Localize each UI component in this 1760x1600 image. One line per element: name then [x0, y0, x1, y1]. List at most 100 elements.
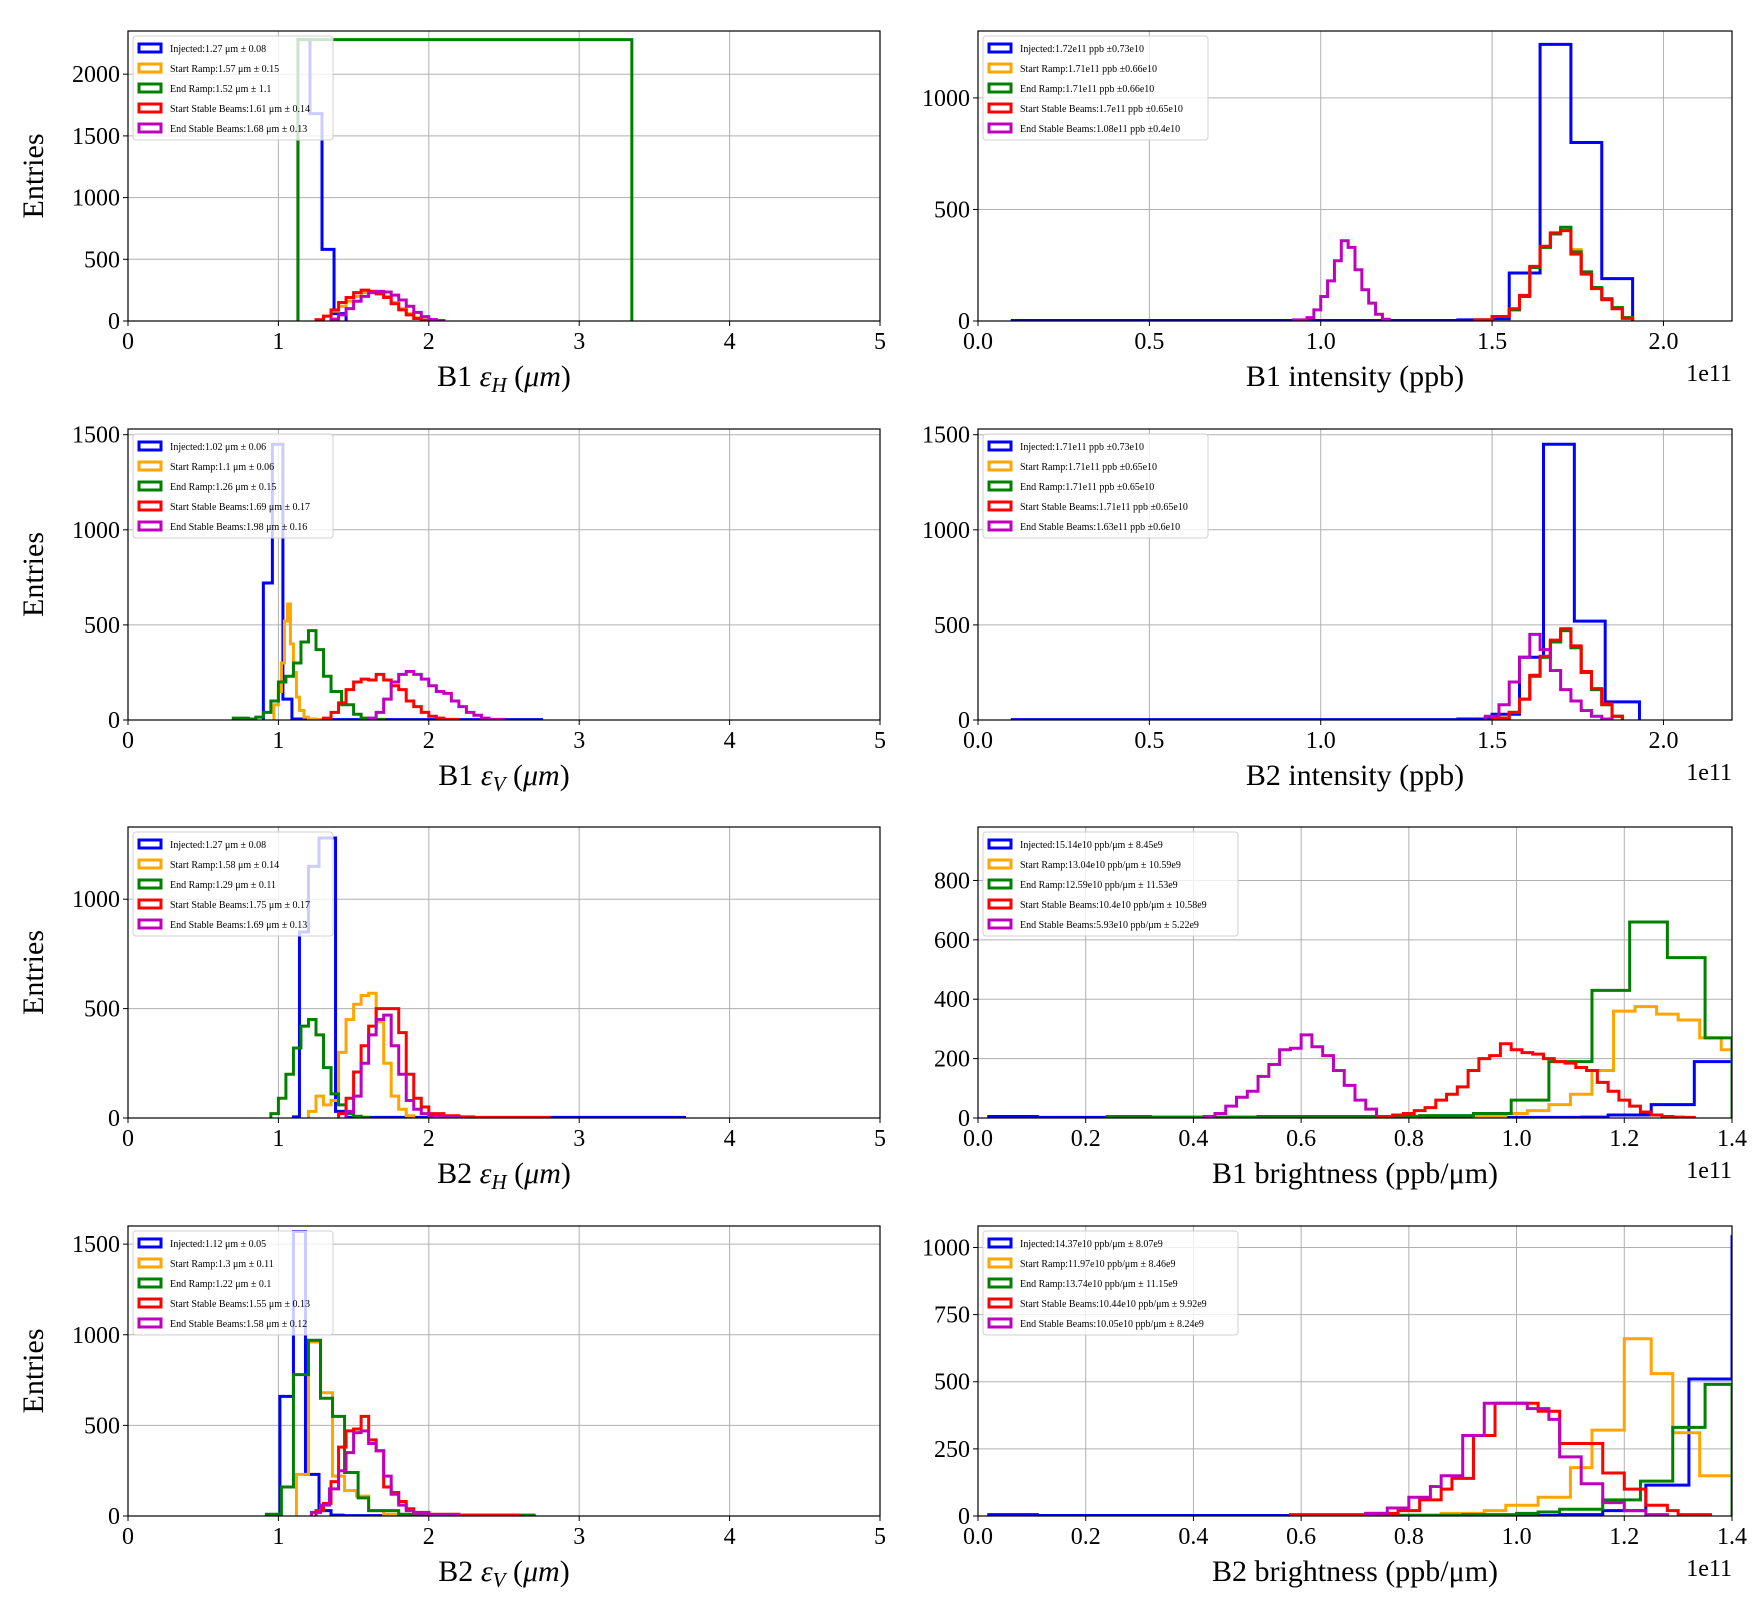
- axes-frame: [977, 1225, 1733, 1517]
- x-tick-label: 1.2: [1609, 1524, 1639, 1550]
- legend-entry: Injected:1.12 μm ± 0.05: [170, 1239, 266, 1250]
- x-tick-label: 2: [423, 329, 435, 355]
- histogram-start-ramp: [306, 991, 416, 1118]
- legend-swatch-start-stable: [137, 102, 163, 114]
- legend-box: [132, 433, 334, 539]
- x-tick-label: 4: [724, 329, 736, 355]
- x-tick-label: 2.0: [1648, 329, 1678, 355]
- y-axis-label: Entries: [17, 1329, 50, 1414]
- legend-entry: End Ramp:1.26 μm ± 0.15: [170, 482, 276, 493]
- legend-swatch-end-stable: [137, 918, 163, 930]
- legend-swatch-start-stable: [987, 102, 1013, 114]
- y-tick-label: 0: [108, 1106, 120, 1132]
- legend-box: [982, 433, 1209, 539]
- x-tick-label: 0.5: [1134, 728, 1164, 754]
- x-tick-label: 1.5: [1477, 329, 1507, 355]
- legend-entry: Injected:15.14e10 ppb/μm ± 8.45e9: [1020, 840, 1163, 851]
- x-tick-label: 0.0: [963, 728, 993, 754]
- x-axis-label: B1 εV (μm): [438, 759, 569, 796]
- histogram-start-stable: [1375, 1042, 1696, 1118]
- legend-entry: End Ramp:1.22 μm ± 0.1: [170, 1279, 271, 1290]
- legend-entry: Start Ramp:1.3 μm ± 0.11: [170, 1259, 274, 1270]
- histogram-start-ramp: [1471, 1005, 1732, 1118]
- x-axis-label: B2 intensity (ppb): [1246, 759, 1464, 792]
- panel-b2-br: 0.0 0.2 0.4 0.6 0.8 1.0 1.2 1.4 0 250 500 750 1000 B2…: [922, 1225, 1747, 1588]
- x-tick-label: 1.2: [1609, 1126, 1639, 1152]
- legend-swatch-start-ramp: [987, 62, 1013, 74]
- legend-swatch-start-ramp: [137, 858, 163, 870]
- legend-swatch-start-stable: [137, 500, 163, 512]
- y-tick-label: 500: [84, 997, 120, 1023]
- panel-b1-ev: 0 1 2 3 4 5 0 500 1000 1500 B1 εV (μm) Entries Injec…: [17, 423, 886, 796]
- legend-entry: Start Stable Beams:1.69 μm ± 0.17: [170, 502, 310, 513]
- x-axis-label: B2 brightness (ppb/μm): [1212, 1555, 1498, 1588]
- legend-entry: End Ramp:1.71e11 ppb ±0.66e10: [1020, 84, 1154, 95]
- x-tick-label: 1.0: [1502, 1126, 1532, 1152]
- legend-swatch-start-stable: [987, 1297, 1013, 1309]
- y-tick-label: 1000: [72, 1323, 120, 1349]
- y-axis-label: Entries: [17, 532, 50, 617]
- legend-swatch-start-ramp: [137, 62, 163, 74]
- histogram-end-ramp: [1490, 629, 1624, 720]
- y-tick-label: 0: [958, 309, 970, 335]
- legend-swatch-end-ramp: [137, 1277, 163, 1289]
- legend-entry: End Stable Beams:5.93e10 ppb/μm ± 5.22e9: [1020, 920, 1199, 931]
- legend-box: [982, 35, 1209, 141]
- x-axis-label: B2 εH (μm): [437, 1157, 571, 1194]
- y-tick-label: 500: [84, 247, 120, 273]
- panel-b2-int: 0.0 0.5 1.0 1.5 2.0 0 500 1000 1500 B2 intensity …: [922, 423, 1733, 792]
- x-tick-label: 3: [573, 329, 585, 355]
- histogram-end-stable: [329, 289, 446, 321]
- legend-swatch-injected: [987, 440, 1013, 452]
- histogram-end-stable: [367, 670, 506, 720]
- x-axis-offset-label: 1e11: [1686, 1556, 1732, 1582]
- histogram-end-ramp: [231, 629, 386, 720]
- axes-frame: [127, 428, 881, 721]
- x-axis-offset-label: 1e11: [1686, 760, 1732, 786]
- y-tick-label: 400: [934, 987, 970, 1013]
- legend: Injected:1.12 μm ± 0.05 Start Ramp:1.3 μm…: [132, 1230, 334, 1336]
- histogram-start-stable: [1288, 1401, 1712, 1516]
- histogram-end-ramp: [1288, 1382, 1732, 1516]
- histogram-injected: [291, 836, 686, 1118]
- x-tick-label: 2.0: [1648, 728, 1678, 754]
- y-tick-label: 1000: [72, 887, 120, 913]
- legend-box: [982, 831, 1239, 937]
- x-tick-label: 5: [874, 329, 886, 355]
- legend-entry: End Stable Beams:10.05e10 ppb/μm ± 8.24e…: [1020, 1319, 1204, 1330]
- histogram-injected: [1010, 42, 1635, 321]
- histogram-start-stable: [1473, 229, 1635, 321]
- legend: Injected:15.14e10 ppb/μm ± 8.45e9 Start R…: [982, 831, 1239, 937]
- x-tick-label: 1.5: [1477, 728, 1507, 754]
- legend-entry: Injected:14.37e10 ppb/μm ± 8.07e9: [1020, 1239, 1163, 1250]
- legend-swatch-injected: [987, 838, 1013, 850]
- legend: Injected:14.37e10 ppb/μm ± 8.07e9 Start R…: [982, 1230, 1239, 1336]
- legend-swatch-end-ramp: [987, 1277, 1013, 1289]
- histogram-end-stable: [309, 1429, 461, 1516]
- histogram-start-ramp: [294, 1340, 401, 1516]
- x-tick-label: 0.5: [1134, 329, 1164, 355]
- axes-frame: [977, 30, 1733, 322]
- legend-entry: Start Ramp:1.1 μm ± 0.06: [170, 462, 274, 473]
- axes-frame: [977, 428, 1733, 721]
- legend-swatch-injected: [987, 42, 1013, 54]
- y-tick-label: 500: [934, 197, 970, 223]
- legend-entry: End Stable Beams:1.98 μm ± 0.16: [170, 522, 307, 533]
- series-group: [1010, 42, 1635, 321]
- x-tick-label: 0: [122, 329, 134, 355]
- legend-entry: End Ramp:12.59e10 ppb/μm ± 11.53e9: [1020, 880, 1178, 891]
- y-tick-label: 1000: [922, 86, 970, 112]
- legend-entry: End Stable Beams:1.08e11 ppb ±0.4e10: [1020, 124, 1180, 135]
- histogram-end-ramp: [269, 1018, 371, 1118]
- legend: Injected:1.27 μm ± 0.08 Start Ramp:1.58 μ…: [132, 831, 334, 937]
- legend-entry: End Stable Beams:1.58 μm ± 0.12: [170, 1319, 307, 1330]
- legend-entry: Injected:1.72e11 ppb ±0.73e10: [1020, 44, 1144, 55]
- legend-swatch-injected: [137, 1237, 163, 1249]
- histogram-injected: [987, 1060, 1732, 1118]
- legend-swatch-start-ramp: [987, 858, 1013, 870]
- x-tick-label: 0.8: [1394, 1524, 1424, 1550]
- y-tick-label: 0: [108, 309, 120, 335]
- histogram-start-stable: [337, 1007, 551, 1118]
- legend-entry: Injected:1.71e11 ppb ±0.73e10: [1020, 442, 1144, 453]
- y-tick-label: 1500: [922, 423, 970, 449]
